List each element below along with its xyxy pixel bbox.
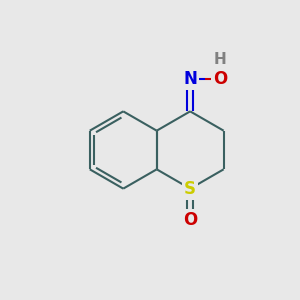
Text: O: O	[213, 70, 227, 88]
Text: O: O	[183, 211, 197, 229]
Text: N: N	[183, 70, 197, 88]
Text: S: S	[184, 180, 196, 198]
Text: H: H	[214, 52, 226, 67]
